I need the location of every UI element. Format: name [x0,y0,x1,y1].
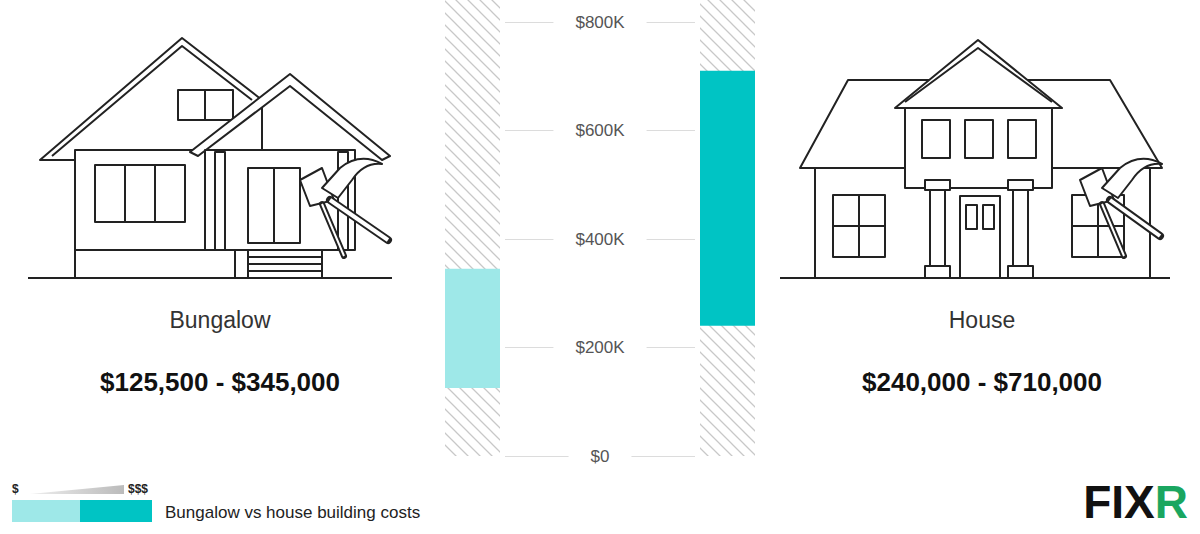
svg-text:$800K: $800K [575,13,625,32]
svg-text:$$$: $$$ [128,482,148,496]
svg-text:FIXR: FIXR [1083,476,1188,528]
svg-text:$400K: $400K [575,230,625,249]
svg-text:House: House [949,307,1015,333]
svg-text:$240,000 - $710,000: $240,000 - $710,000 [862,367,1102,397]
svg-text:$: $ [12,482,19,496]
svg-text:$600K: $600K [575,121,625,140]
svg-text:$200K: $200K [575,338,625,357]
svg-text:$0: $0 [591,447,610,466]
svg-text:Bungalow: Bungalow [169,307,270,333]
svg-text:Bungalow vs house building cos: Bungalow vs house building costs [165,503,420,522]
svg-text:$125,500 - $345,000: $125,500 - $345,000 [100,367,340,397]
